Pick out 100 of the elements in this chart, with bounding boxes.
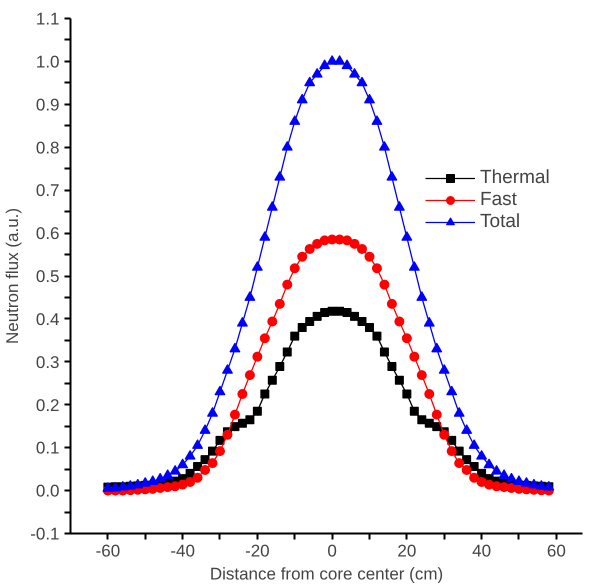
point xyxy=(215,436,224,445)
point xyxy=(208,458,218,468)
x-tick-label: 40 xyxy=(472,542,492,560)
point xyxy=(170,464,181,475)
point xyxy=(357,244,368,254)
point xyxy=(386,171,398,181)
point xyxy=(372,263,382,274)
point xyxy=(342,59,353,70)
point xyxy=(185,477,196,487)
point xyxy=(432,410,442,420)
point xyxy=(200,424,211,434)
point xyxy=(229,342,240,352)
point xyxy=(260,390,270,399)
point xyxy=(364,323,374,332)
y-tick-label: 0.8 xyxy=(36,138,60,158)
point xyxy=(267,316,278,326)
point xyxy=(282,280,292,290)
point xyxy=(297,252,308,262)
point xyxy=(154,472,166,482)
point xyxy=(424,316,435,327)
point xyxy=(275,362,284,372)
point xyxy=(326,55,338,65)
point xyxy=(236,316,248,327)
point xyxy=(304,76,316,86)
point xyxy=(350,312,360,321)
point xyxy=(439,430,450,440)
x-tick-label: -20 xyxy=(245,542,270,560)
y-tick-label: 0.3 xyxy=(36,352,60,372)
point xyxy=(454,458,464,468)
x-tick-label: 20 xyxy=(397,542,416,560)
point xyxy=(387,362,396,372)
point xyxy=(252,406,262,416)
point xyxy=(259,231,270,241)
y-tick-label: 1.1 xyxy=(36,10,60,28)
point xyxy=(358,316,367,326)
point xyxy=(244,291,256,301)
point xyxy=(200,455,210,464)
x-axis-title: Distance from core center (cm) xyxy=(210,564,444,584)
point xyxy=(364,252,374,262)
point xyxy=(424,389,434,400)
point xyxy=(184,450,196,460)
point xyxy=(222,430,232,440)
point xyxy=(498,469,510,479)
point xyxy=(312,312,322,321)
point xyxy=(289,115,300,125)
point xyxy=(408,261,420,271)
point xyxy=(147,475,158,485)
point xyxy=(528,478,540,488)
point xyxy=(298,323,307,332)
point xyxy=(469,472,480,483)
point xyxy=(438,364,450,374)
y-axis-title: Neutron flux (a.u.) xyxy=(3,208,22,344)
point xyxy=(417,415,426,424)
point xyxy=(274,171,286,181)
point xyxy=(416,370,427,380)
point xyxy=(290,332,300,341)
point xyxy=(140,477,151,487)
point xyxy=(244,370,255,380)
point xyxy=(245,415,254,424)
point xyxy=(192,472,203,483)
legend-label: Fast xyxy=(480,189,517,211)
point xyxy=(334,55,346,65)
point xyxy=(402,390,412,399)
y-tick-label: 1.0 xyxy=(36,52,60,72)
y-tick-label: 0.7 xyxy=(36,181,60,200)
point xyxy=(319,59,330,70)
point xyxy=(214,386,226,396)
point xyxy=(401,231,412,241)
point xyxy=(410,406,419,416)
point xyxy=(282,140,293,151)
point xyxy=(230,410,240,420)
x-tick-label: 0 xyxy=(327,542,337,560)
point xyxy=(513,475,524,485)
point xyxy=(454,407,465,417)
point xyxy=(290,263,300,274)
point xyxy=(214,446,225,456)
point xyxy=(468,439,480,449)
point xyxy=(296,94,308,104)
point xyxy=(342,235,352,246)
point xyxy=(282,347,292,356)
point xyxy=(380,347,389,356)
point xyxy=(386,298,397,309)
point xyxy=(431,342,442,352)
point xyxy=(304,244,315,254)
point xyxy=(364,94,375,104)
point xyxy=(192,439,204,449)
point xyxy=(222,364,233,374)
x-tick-label: -60 xyxy=(96,542,120,560)
y-tick-label: -0.1 xyxy=(30,524,60,544)
y-tick-label: 0.6 xyxy=(36,224,60,244)
point xyxy=(305,316,314,326)
point xyxy=(252,352,262,362)
point xyxy=(462,464,472,475)
point xyxy=(268,376,277,385)
point xyxy=(416,291,428,301)
point xyxy=(207,407,218,417)
y-tick-label: 0.5 xyxy=(36,267,60,286)
point xyxy=(378,140,390,151)
point xyxy=(476,450,488,460)
x-tick-label: -40 xyxy=(170,542,195,560)
